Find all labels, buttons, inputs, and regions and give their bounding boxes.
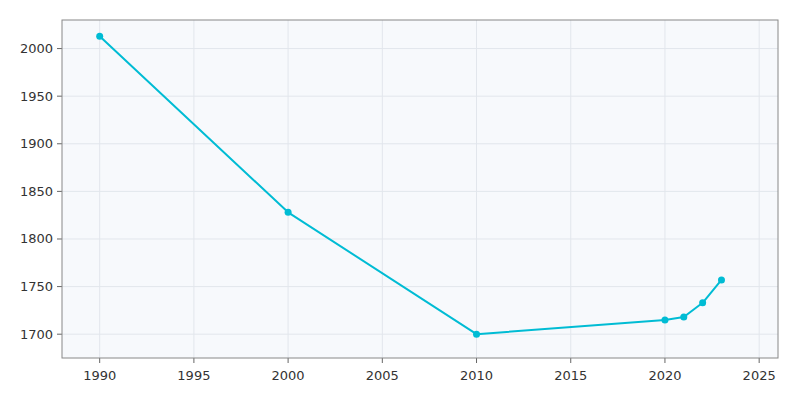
marker — [699, 299, 706, 306]
x-tick-label: 2010 — [460, 368, 493, 383]
y-tick — [57, 286, 62, 287]
marker — [473, 331, 480, 338]
x-tick — [759, 358, 760, 363]
x-grid-line — [382, 20, 383, 358]
x-tick — [288, 358, 289, 363]
y-tick — [57, 143, 62, 144]
x-tick — [99, 358, 100, 363]
x-tick-label: 1990 — [83, 368, 116, 383]
y-tick — [57, 48, 62, 49]
x-grid-line — [193, 20, 194, 358]
marker — [718, 276, 725, 283]
y-tick — [57, 96, 62, 97]
x-grid-line — [570, 20, 571, 358]
y-tick — [57, 191, 62, 192]
y-tick-label: 1850 — [20, 184, 53, 199]
x-grid-line — [476, 20, 477, 358]
y-tick-label: 2000 — [20, 41, 53, 56]
x-tick-label: 2020 — [648, 368, 681, 383]
plot-area — [62, 20, 778, 358]
x-tick — [570, 358, 571, 363]
y-grid-line — [62, 191, 778, 192]
y-grid-line — [62, 143, 778, 144]
y-tick-label: 1800 — [20, 231, 53, 246]
x-tick — [382, 358, 383, 363]
marker — [680, 314, 687, 321]
y-tick-label: 1950 — [20, 89, 53, 104]
x-tick-label: 2015 — [554, 368, 587, 383]
y-grid-line — [62, 334, 778, 335]
y-tick — [57, 334, 62, 335]
x-tick-label: 2025 — [743, 368, 776, 383]
y-grid-line — [62, 286, 778, 287]
marker — [96, 33, 103, 40]
chart-container: 1990 1995 2000 2005 2010 2015 2020 2025 1700 1750… — [0, 0, 800, 400]
x-grid-line — [759, 20, 760, 358]
x-tick-label: 2005 — [366, 368, 399, 383]
y-tick-label: 1750 — [20, 279, 53, 294]
x-grid-line — [288, 20, 289, 358]
y-tick — [57, 238, 62, 239]
x-tick — [664, 358, 665, 363]
series — [96, 33, 725, 338]
x-tick-label: 2000 — [272, 368, 305, 383]
marker — [661, 316, 668, 323]
axes: 1990 1995 2000 2005 2010 2015 2020 2025 1700 1750… — [20, 41, 776, 383]
x-grid-line — [664, 20, 665, 358]
x-tick — [476, 358, 477, 363]
grid — [62, 20, 778, 358]
y-grid-line — [62, 238, 778, 239]
y-grid-line — [62, 96, 778, 97]
x-grid-line — [99, 20, 100, 358]
x-tick-label: 1995 — [177, 368, 210, 383]
x-tick — [193, 358, 194, 363]
line — [100, 36, 722, 334]
chart: 1990 1995 2000 2005 2010 2015 2020 2025 1700 1750… — [0, 0, 800, 400]
y-tick-label: 1700 — [20, 327, 53, 342]
marker — [285, 209, 292, 216]
y-grid-line — [62, 48, 778, 49]
y-tick-label: 1900 — [20, 136, 53, 151]
plot-frame — [62, 20, 778, 358]
